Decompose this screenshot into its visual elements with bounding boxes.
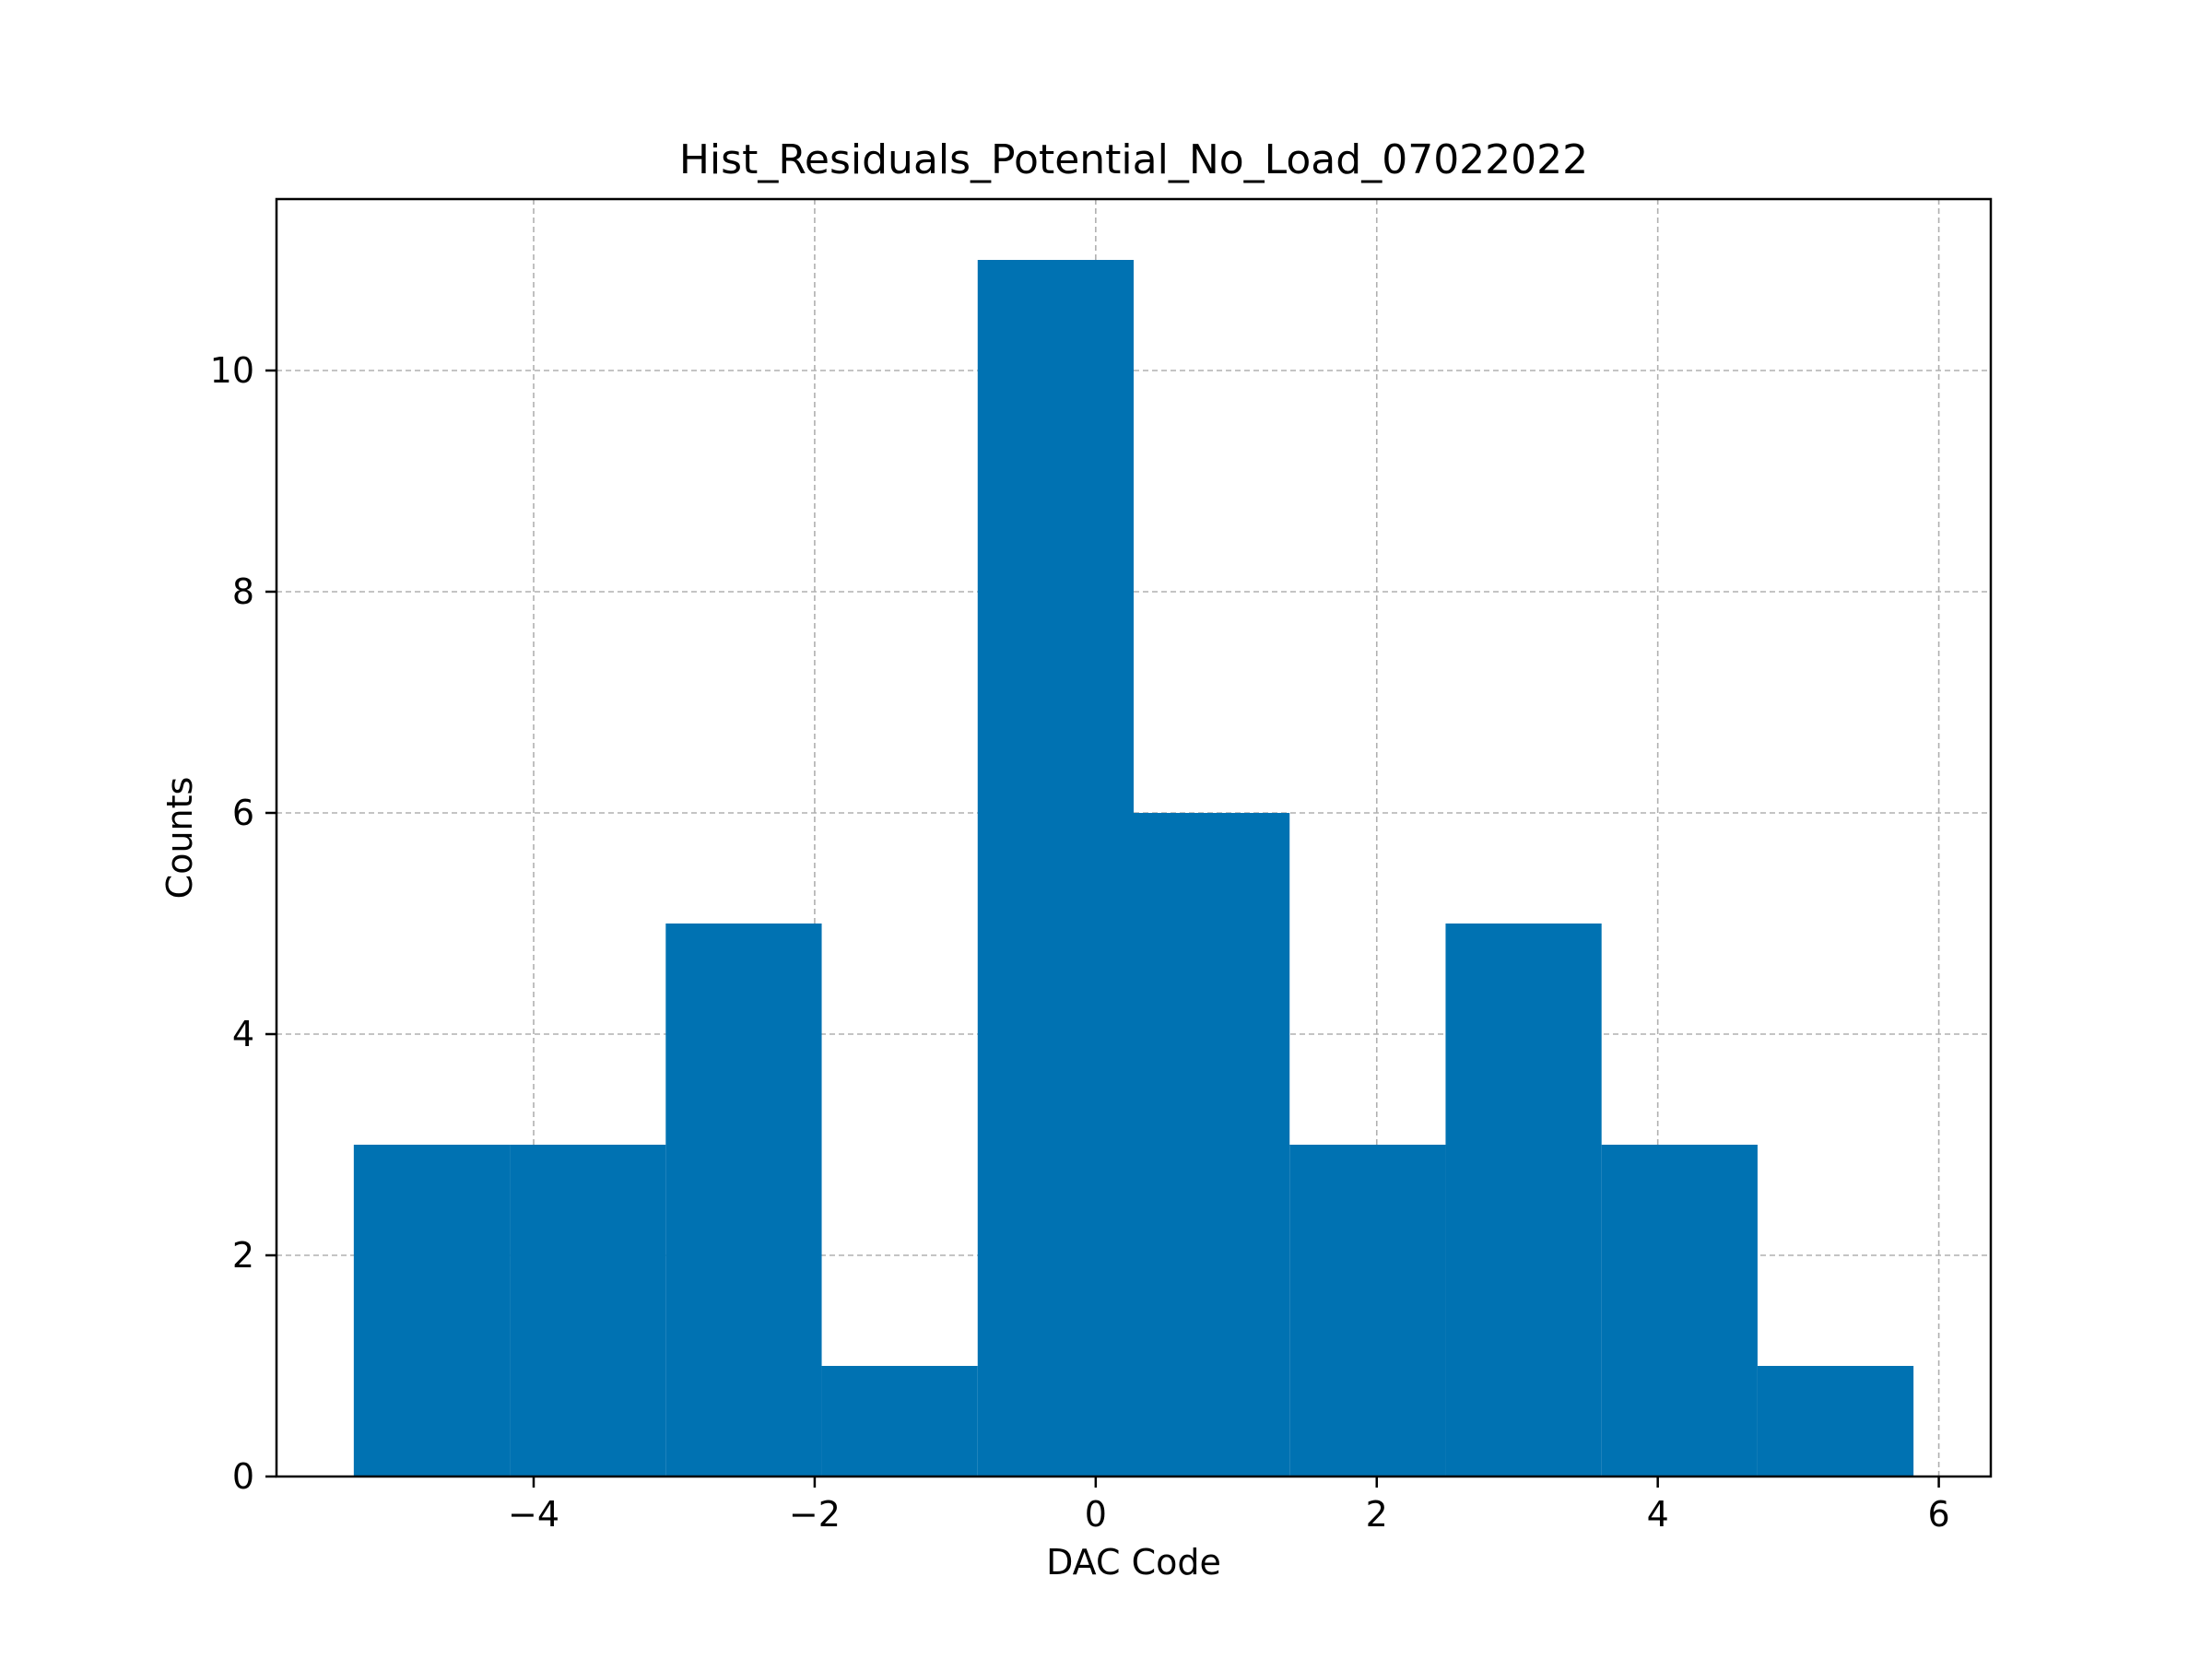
y-tick-label: 0 bbox=[232, 1456, 254, 1497]
y-tick-label: 2 bbox=[232, 1235, 254, 1276]
histogram-bar bbox=[821, 1366, 978, 1477]
histogram-bar bbox=[1289, 1145, 1446, 1477]
x-tick-label: 2 bbox=[1366, 1494, 1388, 1535]
y-tick-label: 4 bbox=[232, 1014, 254, 1054]
x-tick-label: 0 bbox=[1085, 1494, 1107, 1535]
x-axis-label: DAC Code bbox=[1046, 1542, 1221, 1583]
histogram-bar bbox=[1601, 1145, 1758, 1477]
histogram-bar bbox=[1445, 924, 1602, 1477]
y-tick-label: 10 bbox=[210, 350, 254, 391]
y-tick-label: 8 bbox=[232, 571, 254, 612]
x-tick-label: −4 bbox=[508, 1494, 559, 1535]
chart-title: Hist_Residuals_Potential_No_Load_0702202… bbox=[679, 136, 1588, 183]
histogram-bar bbox=[977, 260, 1134, 1477]
histogram-bar bbox=[510, 1145, 666, 1477]
x-tick-label: 4 bbox=[1647, 1494, 1669, 1535]
x-tick-label: 6 bbox=[1927, 1494, 1949, 1535]
histogram-bar bbox=[353, 1145, 511, 1477]
y-tick-label: 6 bbox=[232, 793, 254, 833]
axis-ticks: −4 −2 0 2 4 6 0 2 4 6 8 10 bbox=[210, 350, 1950, 1535]
histogram-bars bbox=[353, 260, 1914, 1477]
histogram-bar bbox=[1134, 813, 1290, 1477]
y-axis-label: Counts bbox=[159, 777, 200, 900]
histogram-bar bbox=[1757, 1366, 1914, 1477]
plot-frame bbox=[275, 197, 1993, 1478]
histogram-bar bbox=[665, 924, 822, 1477]
x-tick-label: −2 bbox=[789, 1494, 841, 1535]
